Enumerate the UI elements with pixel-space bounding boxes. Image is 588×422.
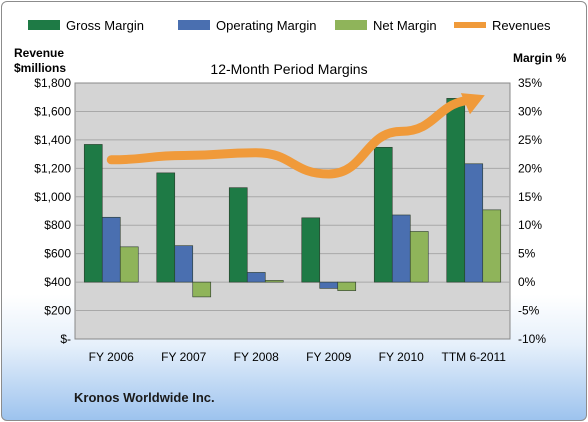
left-tick-label: $1,200: [34, 161, 71, 175]
category-label: FY 2009: [306, 350, 351, 364]
legend-label-operating: Operating Margin: [216, 18, 316, 33]
gridlines: [75, 110, 510, 312]
right-tick-label: 25%: [518, 133, 542, 147]
revenue-arrowhead: [460, 93, 485, 115]
left-tick-label: $1,400: [34, 133, 71, 147]
right-tick-label: 20%: [518, 161, 542, 175]
left-tick-label: $200: [44, 304, 71, 318]
left-tick-label: $1,600: [34, 104, 71, 118]
right-tick-label: 35%: [518, 76, 542, 90]
bar-gross-margin: [228, 187, 248, 283]
bar-gross-margin: [373, 146, 393, 283]
left-tick-label: $1,800: [34, 76, 71, 90]
category-labels: FY 2006 FY 2007 FY 2008 FY 2009 FY 2010 TTM 6…: [89, 350, 507, 364]
left-tick-label: $1,000: [34, 190, 71, 204]
company-name: Kronos Worldwide Inc.: [74, 390, 215, 405]
category-label: FY 2008: [234, 350, 279, 364]
legend-label-revenues: Revenues: [492, 18, 551, 33]
legend-swatch-gross: [28, 20, 60, 30]
right-tick-label: 0%: [518, 275, 536, 289]
revenue-line: [106, 95, 479, 179]
bar-gross-margin: [301, 217, 321, 283]
bar-operating-margin: [246, 272, 266, 283]
right-tick-label: 30%: [518, 104, 542, 118]
chart-title: 12-Month Period Margins: [210, 61, 367, 77]
legend-label-gross: Gross Margin: [66, 18, 144, 33]
right-tick-label: 15%: [518, 190, 542, 204]
bar-net-margin: [192, 281, 212, 298]
bar-gross-margin: [446, 98, 466, 283]
right-tick-label: 10%: [518, 218, 542, 232]
bar-net-margin: [119, 246, 139, 283]
left-tick-label: $-: [60, 332, 71, 346]
bar-net-margin: [264, 280, 284, 283]
bar-net-margin: [409, 231, 429, 283]
bar-net-margin: [482, 209, 502, 283]
category-label: TTM 6-2011: [442, 350, 507, 364]
category-label: FY 2010: [379, 350, 424, 364]
left-tick-label: $400: [44, 275, 71, 289]
legend: Gross Margin Operating Margin Net Margin…: [28, 18, 551, 33]
left-tick-label: $600: [44, 247, 71, 261]
bar-net-margin: [337, 281, 357, 291]
legend-label-net: Net Margin: [373, 18, 437, 33]
right-axis-title: Margin %: [513, 51, 567, 65]
right-tick-label: -10%: [518, 332, 546, 346]
right-axis-ticks: -10% -5% 0% 5% 10% 15% 20% 25% 30% 35%: [518, 76, 546, 346]
bar-operating-margin: [174, 245, 194, 283]
left-axis-ticks: $- $200 $400 $600 $800 $1,000 $1,200 $1,400 $1,6…: [34, 76, 71, 346]
category-label: FY 2007: [161, 350, 206, 364]
bar-operating-margin: [391, 214, 411, 283]
left-axis-title-line2: $millions: [14, 61, 66, 75]
left-axis-title-line1: Revenue: [14, 46, 64, 60]
category-label: FY 2006: [89, 350, 134, 364]
right-tick-label: -5%: [518, 304, 540, 318]
legend-swatch-net: [335, 20, 367, 30]
bar-operating-margin: [464, 163, 484, 283]
revenue-series: [106, 93, 485, 179]
bar-series: [83, 98, 502, 298]
legend-swatch-operating: [178, 20, 210, 30]
right-tick-label: 5%: [518, 247, 536, 261]
left-tick-label: $800: [44, 218, 71, 232]
bar-operating-margin: [319, 281, 339, 289]
bar-operating-margin: [101, 216, 121, 283]
bar-gross-margin: [156, 172, 176, 283]
plot-area: [74, 82, 511, 340]
bar-gross-margin: [83, 144, 103, 283]
